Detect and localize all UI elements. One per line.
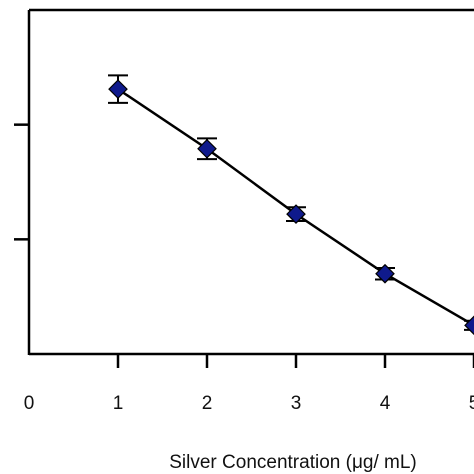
x-tick-label-0: 0 (24, 393, 35, 414)
x-tick-label-1: 1 (113, 393, 124, 414)
x-tick-label-2: 2 (202, 393, 213, 414)
series-layer (108, 74, 474, 336)
x-tick-label-5: 5 (469, 393, 474, 414)
data-point-2 (286, 204, 306, 224)
data-point-0 (108, 79, 128, 99)
data-point-4 (464, 315, 474, 336)
data-point-1 (197, 138, 217, 159)
x-axis-tick-labels: 0 1 2 3 4 5 (24, 393, 474, 414)
x-axis-title: Silver Concentration (μg/ mL) (169, 452, 416, 473)
y-axis-ticks (14, 123, 29, 241)
x-axis-ticks (116, 354, 474, 368)
data-point-3 (375, 263, 395, 284)
x-tick-label-3: 3 (291, 393, 302, 414)
x-tick-label-4: 4 (380, 393, 391, 414)
